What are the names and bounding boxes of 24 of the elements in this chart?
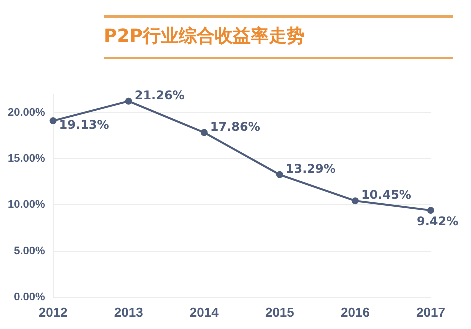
data-label: 9.42% [417, 214, 459, 229]
x-tick-label: 2013 [114, 304, 144, 320]
point [50, 118, 57, 125]
data-label: 19.13% [59, 118, 110, 132]
x-tick-label: 2014 [190, 304, 220, 320]
y-tick-label: 15.00% [8, 153, 46, 166]
data-label: 10.45% [361, 188, 412, 202]
x-tick-label: 2016 [341, 304, 370, 320]
data-label: 17.86% [210, 120, 260, 134]
x-tick-label: 2012 [38, 304, 68, 320]
data-label: 21.26% [134, 88, 185, 103]
point [276, 171, 284, 178]
chart-title: P2P行业综合收益率走势 [104, 25, 305, 48]
point [125, 98, 132, 105]
data-label: 13.29% [286, 162, 336, 176]
y-tick-label: 5.00% [14, 245, 46, 258]
y-tick-label: 20.00% [8, 107, 46, 120]
y-tick-label: 0.00% [14, 291, 46, 304]
y-tick-label: 10.00% [8, 199, 46, 212]
point [200, 129, 208, 136]
x-tick-label: 2015 [265, 304, 294, 320]
point [428, 207, 434, 214]
x-tick-label: 2017 [416, 304, 446, 320]
point [352, 198, 359, 205]
